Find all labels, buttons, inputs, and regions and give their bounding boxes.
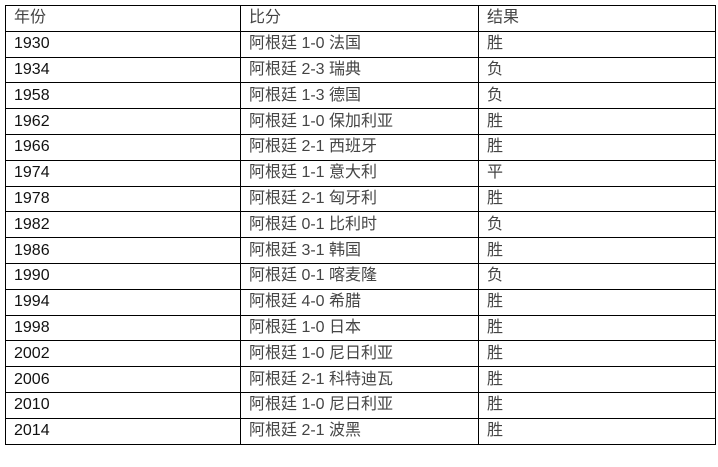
year-cell: 1934 [5,56,241,84]
table-row: 1962 阿根廷 1-0 保加利亚胜 [5,108,716,135]
score-cell: 阿根廷 1-3 德国 [240,82,479,110]
year-cell: 1962 [5,108,241,135]
table-header-row: 年份 比分 结果 [5,5,716,32]
year-cell: 1966 [5,133,241,161]
result-cell: 胜 [478,288,716,316]
table-row: 2014 阿根廷 2-1 波黑胜 [5,417,716,445]
result-cell: 胜 [478,366,716,393]
result-cell: 负 [478,82,716,110]
year-cell: 1990 [5,262,241,290]
table-row: 1982 阿根廷 0-1 比利时负 [5,211,716,239]
score-cell: 阿根廷 1-0 保加利亚 [240,108,479,135]
result-cell: 胜 [478,237,716,264]
score-cell: 阿根廷 0-1 比利时 [240,211,479,239]
score-cell: 阿根廷 1-0 尼日利亚 [240,391,479,419]
result-cell: 胜 [478,108,716,135]
table-row: 2002 阿根廷 1-0 尼日利亚胜 [5,340,716,368]
result-cell: 负 [478,262,716,290]
score-cell: 阿根廷 2-1 西班牙 [240,133,479,161]
table-row: 1934 阿根廷 2-3 瑞典负 [5,56,716,84]
year-cell: 2002 [5,340,241,368]
table-row: 1978 阿根廷 2-1 匈牙利胜 [5,185,716,213]
score-cell: 阿根廷 1-0 尼日利亚 [240,340,479,368]
header-result: 结果 [478,5,716,32]
score-cell: 阿根廷 2-1 科特迪瓦 [240,366,479,393]
score-cell: 阿根廷 2-1 波黑 [240,417,479,445]
score-cell: 阿根廷 1-1 意大利 [240,159,479,187]
year-cell: 2010 [5,391,241,419]
result-cell: 胜 [478,30,716,58]
year-cell: 2006 [5,366,241,393]
table-row: 1986 阿根廷 3-1 韩国胜 [5,237,716,264]
score-cell: 阿根廷 2-1 匈牙利 [240,185,479,213]
year-cell: 1930 [5,30,241,58]
result-cell: 胜 [478,133,716,161]
result-cell: 胜 [478,314,716,342]
table-row: 2006 阿根廷 2-1 科特迪瓦胜 [5,366,716,393]
year-cell: 1982 [5,211,241,239]
table-row: 1958 阿根廷 1-3 德国负 [5,82,716,110]
results-table: 年份 比分 结果 1930 阿根廷 1-0 法国胜 1934 阿根廷 2-3 瑞典负 1… [5,5,716,445]
score-cell: 阿根廷 2-3 瑞典 [240,56,479,84]
score-cell: 阿根廷 0-1 喀麦隆 [240,262,479,290]
table-row: 1930 阿根廷 1-0 法国胜 [5,30,716,58]
result-cell: 胜 [478,391,716,419]
table-row: 2010 阿根廷 1-0 尼日利亚胜 [5,391,716,419]
result-cell: 平 [478,159,716,187]
table-row: 1990 阿根廷 0-1 喀麦隆负 [5,262,716,290]
year-cell: 1974 [5,159,241,187]
result-cell: 胜 [478,417,716,445]
score-cell: 阿根廷 1-0 法国 [240,30,479,58]
table-row: 1974 阿根廷 1-1 意大利平 [5,159,716,187]
year-cell: 1978 [5,185,241,213]
result-cell: 胜 [478,340,716,368]
table-row: 1998 阿根廷 1-0 日本胜 [5,314,716,342]
year-cell: 1998 [5,314,241,342]
year-cell: 1994 [5,288,241,316]
result-cell: 负 [478,211,716,239]
score-cell: 阿根廷 4-0 希腊 [240,288,479,316]
header-year: 年份 [5,5,241,32]
result-cell: 负 [478,56,716,84]
table-row: 1994 阿根廷 4-0 希腊胜 [5,288,716,316]
header-score: 比分 [240,5,479,32]
year-cell: 1986 [5,237,241,264]
year-cell: 1958 [5,82,241,110]
score-cell: 阿根廷 3-1 韩国 [240,237,479,264]
result-cell: 胜 [478,185,716,213]
year-cell: 2014 [5,417,241,445]
score-cell: 阿根廷 1-0 日本 [240,314,479,342]
table-row: 1966 阿根廷 2-1 西班牙胜 [5,133,716,161]
